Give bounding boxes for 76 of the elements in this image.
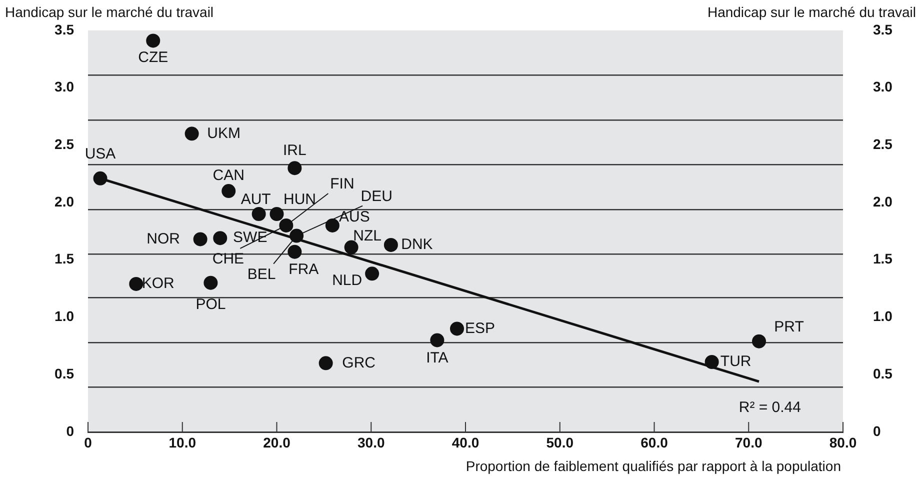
y2-tick-label: 3.5 — [873, 21, 893, 38]
annotation: CAN — [212, 167, 244, 184]
annotation: CZE — [138, 48, 168, 66]
point — [252, 206, 266, 221]
x-tick-label: 40.0 — [452, 434, 480, 450]
annotation: HUN — [284, 191, 316, 208]
y-tick-label: 2.5 — [54, 136, 74, 152]
point — [270, 206, 284, 221]
annotation: CHE — [212, 250, 244, 268]
annotation: DNK — [401, 236, 433, 254]
annotation: IRL — [283, 142, 306, 160]
annotation: ITA — [426, 349, 448, 366]
x-tick-label: 10.0 — [168, 434, 196, 450]
x-tick-label: 50.0 — [546, 434, 574, 450]
annotation: USA — [84, 146, 116, 163]
point — [365, 266, 380, 281]
y2-tick-label: 2.0 — [873, 193, 893, 210]
annotation: TUR — [720, 353, 752, 370]
y2-tick-label: 0 — [873, 422, 881, 439]
point — [344, 240, 358, 254]
y-tick-label: 3.5 — [54, 21, 74, 38]
annotation: POL — [196, 296, 226, 313]
annotation: FRA — [288, 260, 319, 278]
x-tick-label: 60.0 — [640, 434, 668, 450]
point — [129, 276, 144, 291]
x-tick-label: 70.0 — [735, 434, 762, 450]
annotation: AUT — [240, 191, 271, 208]
y-tick-label: 2.0 — [54, 193, 74, 210]
y-tick-label: 1.5 — [54, 250, 74, 267]
y2-tick-label: 3.0 — [873, 78, 893, 95]
x-tick-label: 30.0 — [358, 434, 385, 450]
point — [450, 322, 464, 336]
point — [279, 218, 294, 232]
annotation: KOR — [142, 275, 175, 292]
y2-tick-label: 1.0 — [873, 308, 893, 324]
point — [222, 184, 236, 198]
annotation: FIN — [330, 176, 354, 193]
x-tick-label: 80.0 — [829, 434, 857, 450]
y2-axis-title: Handicap sur le marché du travail — [707, 4, 916, 20]
point — [318, 356, 333, 370]
annotation: NZL — [353, 227, 382, 244]
y-tick-label: 0 — [66, 422, 74, 439]
y2-tick-label: 2.5 — [873, 136, 893, 152]
annotation: ESP — [465, 320, 496, 337]
annotation: UKM — [207, 124, 240, 142]
point — [752, 334, 766, 348]
point — [204, 276, 218, 290]
y2-tick-label: 1.5 — [873, 250, 893, 267]
point — [430, 333, 444, 348]
point — [213, 231, 228, 246]
point — [288, 244, 302, 259]
x-tick-label: 0 — [84, 434, 92, 450]
x-tick-label: 20.0 — [263, 434, 291, 450]
point — [288, 161, 302, 176]
y-tick-label: 0.5 — [54, 365, 74, 382]
point — [93, 171, 108, 186]
y-axis-title: Handicap sur le marché du travail — [5, 4, 214, 20]
point — [184, 126, 199, 141]
annotation: R² = 0.44 — [738, 399, 801, 416]
y2-tick-label: 0.5 — [873, 365, 893, 382]
annotation: BEL — [247, 266, 276, 283]
annotation: DEU — [360, 188, 392, 205]
point — [290, 228, 304, 243]
y-tick-label: 3.0 — [54, 78, 74, 95]
point — [146, 34, 160, 48]
point — [384, 238, 398, 252]
x-axis-title: Proportion de faiblement qualifiés par rapport à la population — [466, 458, 841, 474]
annotation: NOR — [146, 230, 180, 248]
annotation: NLD — [332, 272, 362, 289]
point — [704, 355, 719, 370]
annotation: AUS — [339, 208, 370, 226]
y-tick-label: 1.0 — [54, 308, 74, 324]
point — [193, 232, 208, 246]
annotation: GRC — [342, 354, 376, 372]
point — [325, 218, 340, 232]
annotation: PRT — [774, 318, 804, 336]
